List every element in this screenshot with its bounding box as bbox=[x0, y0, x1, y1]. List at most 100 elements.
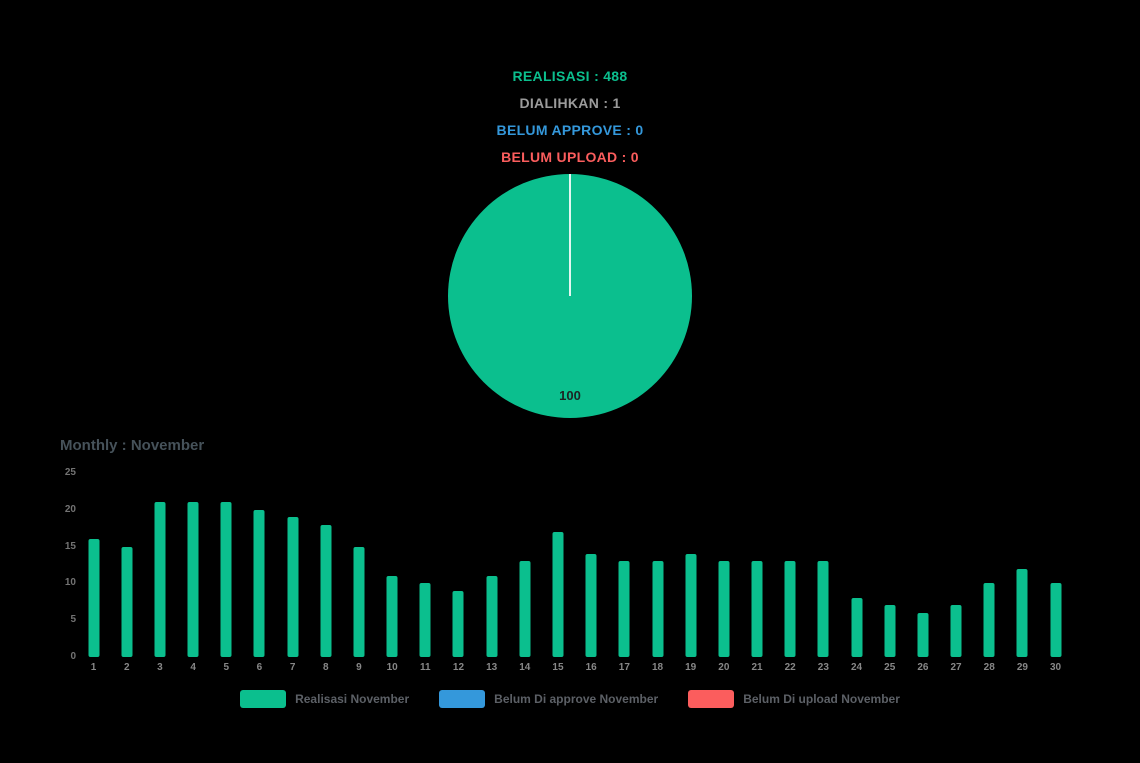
bar-day-10[interactable] bbox=[386, 576, 398, 657]
bar-day-29[interactable] bbox=[1016, 568, 1028, 657]
x-axis-label: 2 bbox=[123, 662, 130, 673]
bar-column: 10 bbox=[376, 473, 409, 673]
bar-day-5[interactable] bbox=[220, 502, 232, 657]
x-axis-label: 20 bbox=[718, 662, 730, 673]
pie-data-label: 100 bbox=[559, 388, 581, 403]
pie-slice-realisasi[interactable]: 100 bbox=[448, 174, 692, 418]
bar-day-28[interactable] bbox=[983, 583, 995, 657]
stat-belum-approve: BELUM APPROVE : 0 bbox=[496, 122, 644, 138]
bar-column: 29 bbox=[1006, 473, 1039, 673]
legend-swatch bbox=[439, 690, 486, 708]
bar-column: 20 bbox=[707, 473, 740, 673]
bar-day-19[interactable] bbox=[685, 553, 697, 657]
stat-belum-upload: BELUM UPLOAD : 0 bbox=[501, 149, 639, 165]
bar-column: 8 bbox=[309, 473, 342, 673]
bar-column: 14 bbox=[508, 473, 541, 673]
y-axis-label: 10 bbox=[64, 577, 76, 589]
x-axis-label: 10 bbox=[386, 662, 398, 673]
pie-chart: 100 bbox=[448, 174, 692, 418]
bar-day-1[interactable] bbox=[88, 539, 100, 657]
x-axis-label: 5 bbox=[223, 662, 230, 673]
bar-day-30[interactable] bbox=[1050, 583, 1062, 657]
bar-column: 13 bbox=[475, 473, 508, 673]
bar-column: 26 bbox=[906, 473, 939, 673]
bar-day-6[interactable] bbox=[253, 509, 265, 657]
legend-swatch bbox=[688, 690, 735, 708]
y-axis-label: 15 bbox=[64, 540, 76, 552]
bar-column: 5 bbox=[210, 473, 243, 673]
bar-day-16[interactable] bbox=[585, 553, 597, 657]
bar-day-25[interactable] bbox=[884, 605, 896, 657]
y-axis-label: 0 bbox=[70, 651, 76, 662]
x-axis-label: 18 bbox=[651, 662, 664, 673]
bar-column: 12 bbox=[442, 473, 475, 673]
bar-column: 22 bbox=[774, 473, 807, 673]
bar-day-21[interactable] bbox=[751, 561, 763, 657]
x-axis-label: 9 bbox=[356, 662, 362, 673]
bar-day-22[interactable] bbox=[784, 561, 796, 657]
bar-chart-title: Monthly : November bbox=[60, 437, 205, 454]
x-axis-label: 12 bbox=[452, 662, 465, 673]
bar-day-3[interactable] bbox=[154, 502, 166, 657]
bar-column: 11 bbox=[409, 473, 442, 673]
x-axis-label: 7 bbox=[289, 662, 296, 673]
bar-day-27[interactable] bbox=[950, 605, 962, 657]
x-axis-label: 4 bbox=[190, 662, 196, 673]
x-axis-label: 1 bbox=[90, 662, 97, 673]
x-axis-label: 8 bbox=[323, 662, 329, 673]
stat-realisasi: REALISASI : 488 bbox=[512, 68, 628, 84]
bar-column: 25 bbox=[873, 473, 906, 673]
legend-item-realisasi-november[interactable]: Realisasi November bbox=[240, 690, 409, 708]
y-axis-label: 20 bbox=[64, 503, 76, 515]
bar-day-26[interactable] bbox=[917, 612, 929, 657]
bar-day-15[interactable] bbox=[552, 531, 564, 657]
bar-column: 7 bbox=[276, 473, 309, 673]
bar-day-11[interactable] bbox=[419, 583, 431, 657]
x-axis-label: 14 bbox=[519, 662, 531, 673]
bar-plot-area: 0 5 10 15 20 25 1 2 3 4 5 6 7 8 9 10 11 12 13 14 15 16 17 18 19… bbox=[0, 467, 1140, 673]
y-axis-label: 5 bbox=[70, 614, 76, 626]
legend-label: Belum Di approve November bbox=[494, 692, 659, 706]
x-axis-label: 22 bbox=[784, 662, 796, 673]
x-axis-label: 3 bbox=[157, 662, 163, 673]
bar-day-2[interactable] bbox=[121, 546, 133, 657]
bar-column: 23 bbox=[807, 473, 840, 673]
x-axis-label: 19 bbox=[685, 662, 697, 673]
bar-column: 2 bbox=[110, 473, 143, 673]
x-axis-label: 25 bbox=[884, 662, 896, 673]
bar-column: 16 bbox=[575, 473, 608, 673]
bar-day-13[interactable] bbox=[486, 576, 498, 657]
legend-label: Belum Di upload November bbox=[743, 692, 900, 706]
bar-day-7[interactable] bbox=[287, 517, 299, 657]
legend-item-belum-di-approve-november[interactable]: Belum Di approve November bbox=[439, 690, 658, 708]
stat-dialihkan: DIALIHKAN : 1 bbox=[519, 95, 621, 111]
bar-column: 3 bbox=[143, 473, 176, 673]
bar-day-18[interactable] bbox=[652, 561, 663, 657]
bar-day-24[interactable] bbox=[851, 598, 863, 657]
bar-column: 15 bbox=[541, 473, 574, 673]
bar-column: 4 bbox=[177, 473, 210, 673]
bar-column: 9 bbox=[342, 473, 375, 673]
bar-day-12[interactable] bbox=[452, 590, 464, 657]
bar-column: 18 bbox=[641, 473, 674, 673]
bar-day-8[interactable] bbox=[320, 524, 332, 657]
bar-day-14[interactable] bbox=[519, 561, 531, 657]
summary-stats: REALISASI : 488 DIALIHKAN : 1 BELUM APPR… bbox=[0, 63, 1140, 171]
x-axis-label: 6 bbox=[256, 662, 263, 673]
bar-day-23[interactable] bbox=[817, 561, 829, 657]
pie-slice-boundary bbox=[569, 174, 571, 296]
bar-column: 27 bbox=[939, 473, 972, 673]
bar-column: 21 bbox=[740, 473, 773, 673]
bar-day-20[interactable] bbox=[718, 561, 730, 657]
x-axis-label: 24 bbox=[850, 662, 863, 673]
bar-day-4[interactable] bbox=[187, 502, 199, 657]
x-axis-label: 29 bbox=[1016, 662, 1028, 673]
legend-label: Realisasi November bbox=[295, 692, 410, 706]
bar-column: 19 bbox=[674, 473, 707, 673]
bar-day-9[interactable] bbox=[353, 546, 365, 657]
y-axis-label: 25 bbox=[64, 467, 76, 478]
bar-column: 28 bbox=[973, 473, 1006, 673]
x-axis-label: 13 bbox=[486, 662, 498, 673]
legend-item-belum-di-upload-november[interactable]: Belum Di upload November bbox=[688, 690, 900, 708]
bar-day-17[interactable] bbox=[618, 561, 630, 657]
